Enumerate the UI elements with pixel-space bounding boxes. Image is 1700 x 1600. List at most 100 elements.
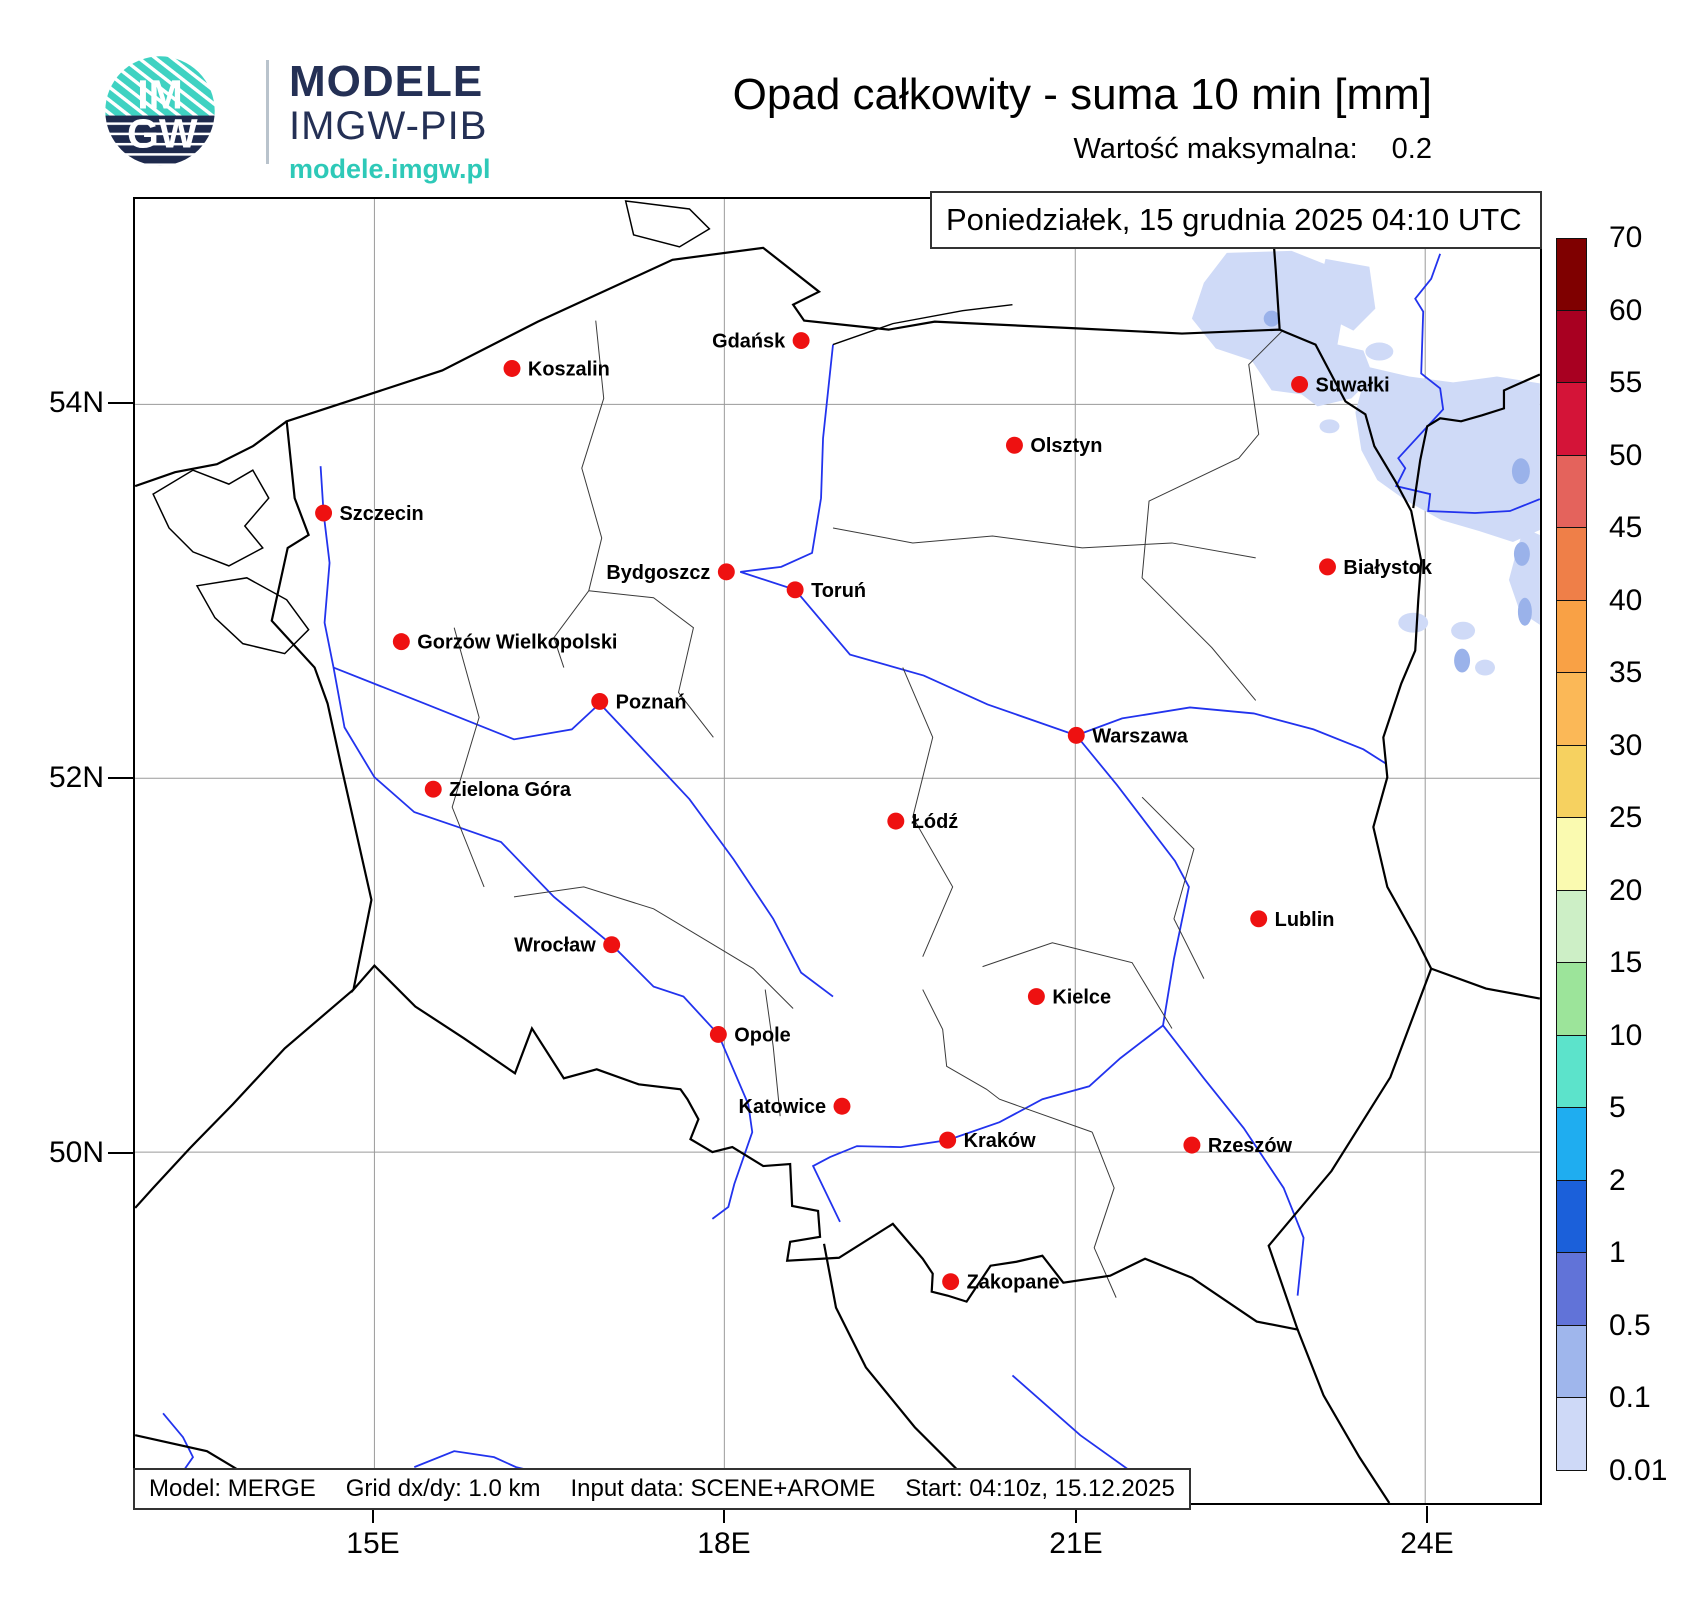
model-info-box: Model: MERGE Grid dx/dy: 1.0 km Input da… xyxy=(133,1468,1191,1510)
city-label: Katowice xyxy=(739,1096,826,1118)
city-marker xyxy=(709,1025,727,1043)
city-marker xyxy=(833,1097,851,1115)
islands xyxy=(152,200,711,655)
start-label: Start: 04:10z, 15.12.2025 xyxy=(905,1475,1175,1502)
city-marker xyxy=(1319,558,1336,576)
page-title: Opad całkowity - suma 10 min [mm] xyxy=(732,70,1432,119)
colorbar-segment xyxy=(1556,1324,1587,1398)
city-marker xyxy=(717,563,735,581)
city-label: Szczecin xyxy=(340,503,424,525)
lat-tick-label: 54N xyxy=(48,386,104,419)
city-label: Bydgoszcz xyxy=(606,562,710,584)
river-vistula xyxy=(740,344,1190,1223)
lon-tick xyxy=(723,1506,725,1523)
max-value-label: Wartość maksymalna: xyxy=(1073,133,1358,165)
city-label: Koszalin xyxy=(528,358,610,380)
logo-text-im: IM xyxy=(137,72,183,118)
city-marker xyxy=(392,633,410,651)
city-label: Gdańsk xyxy=(712,331,786,353)
colorbar-tick-label: 10 xyxy=(1609,1018,1643,1052)
imgw-logo-icon: IM GW xyxy=(105,56,215,166)
colorbar-tick-label: 5 xyxy=(1609,1091,1626,1124)
bornholm-island xyxy=(624,200,711,248)
city-label: Lublin xyxy=(1275,909,1335,931)
colorbar-segment xyxy=(1556,1252,1587,1326)
city-marker xyxy=(1250,910,1268,928)
brand-title: MODELE xyxy=(289,57,484,106)
city-marker xyxy=(591,692,609,710)
lon-tick xyxy=(1075,1506,1077,1523)
poland-map: Koszalin Gdańsk Suwałki Olsztyn Szczecin Biał… xyxy=(134,199,1541,1505)
colorbar-tick-label: 70 xyxy=(1609,221,1643,254)
colorbar-segment xyxy=(1556,1034,1587,1108)
city-label: Opole xyxy=(734,1024,790,1046)
grid-label: Grid dx/dy: 1.0 km xyxy=(345,1475,541,1502)
lat-tick xyxy=(108,1152,133,1154)
colorbar-segment xyxy=(1556,962,1587,1036)
river-neman xyxy=(1394,253,1541,514)
colorbar-tick-label: 0.01 xyxy=(1609,1453,1668,1487)
city-marker xyxy=(1027,988,1045,1006)
colorbar-tick-label: 0.5 xyxy=(1609,1308,1651,1342)
colorbar-tick-label: 1 xyxy=(1609,1236,1626,1269)
city-marker xyxy=(1005,436,1023,454)
imgw-logo: IM GW xyxy=(103,54,217,173)
city-marker xyxy=(603,936,621,954)
datetime-label: Poniedziałek, 15 grudnia 2025 04:10 UTC xyxy=(946,202,1522,237)
rivers xyxy=(162,253,1541,1504)
city-label: Zielona Góra xyxy=(449,779,572,801)
lon-tick xyxy=(372,1506,374,1523)
city-label: Łódź xyxy=(912,811,959,833)
lat-tick-label: 52N xyxy=(48,761,104,794)
city-marker xyxy=(424,780,442,798)
city-marker xyxy=(1291,375,1309,393)
colorbar-tick-label: 50 xyxy=(1609,438,1643,472)
brand-url[interactable]: modele.imgw.pl xyxy=(289,154,491,184)
city-label: Kielce xyxy=(1052,987,1111,1009)
colorbar-segment xyxy=(1556,309,1587,383)
city-marker xyxy=(887,812,905,830)
city-marker xyxy=(1183,1136,1201,1154)
ruegen-island xyxy=(152,469,270,567)
colorbar-segment xyxy=(1556,1179,1587,1253)
lat-tick xyxy=(108,777,133,779)
colorbar-segment xyxy=(1556,527,1587,601)
precipitation-medium-area xyxy=(1263,310,1532,673)
colorbar-tick-label: 60 xyxy=(1609,293,1643,327)
river-oder xyxy=(319,466,754,1220)
city-marker xyxy=(942,1273,960,1291)
colorbar-segment xyxy=(1556,889,1587,963)
model-label: Model: MERGE xyxy=(149,1475,316,1502)
vistula-spit xyxy=(832,303,1013,346)
province-borders xyxy=(451,320,1282,1298)
lon-tick-label: 21E xyxy=(1049,1527,1103,1560)
city-label: Toruń xyxy=(811,580,866,602)
colorbar-segment xyxy=(1556,238,1587,311)
precipitation-light-area xyxy=(1191,250,1540,676)
river-bug xyxy=(1075,706,1386,765)
city-label: Poznań xyxy=(616,691,687,713)
city-label: Gorzów Wielkopolski xyxy=(417,632,617,654)
input-label: Input data: SCENE+AROME xyxy=(570,1475,876,1502)
colorbar-segment xyxy=(1556,1107,1587,1181)
germany-czech-border xyxy=(134,988,355,1209)
max-value-row: Wartość maksymalna: 0.2 xyxy=(1074,133,1432,166)
usedom-island xyxy=(195,577,310,655)
colorbar-segment xyxy=(1556,599,1587,673)
city-marker xyxy=(315,504,333,522)
german-coast xyxy=(134,420,288,488)
colorbar-tick-label: 35 xyxy=(1609,656,1643,689)
city-label: Kraków xyxy=(964,1130,1036,1152)
colorbar-tick-label: 15 xyxy=(1609,946,1643,979)
river-warta xyxy=(333,666,834,998)
colorbar-tick-label: 30 xyxy=(1609,728,1643,762)
max-value: 0.2 xyxy=(1391,133,1432,165)
colorbar-segment xyxy=(1556,817,1587,891)
city-marker xyxy=(1067,726,1085,744)
city-marker xyxy=(939,1131,957,1149)
city-label: Białystok xyxy=(1343,557,1432,579)
river-san xyxy=(1162,1024,1305,1296)
city-label: Rzeszów xyxy=(1208,1135,1293,1157)
datetime-box: Poniedziałek, 15 grudnia 2025 04:10 UTC xyxy=(930,191,1542,249)
